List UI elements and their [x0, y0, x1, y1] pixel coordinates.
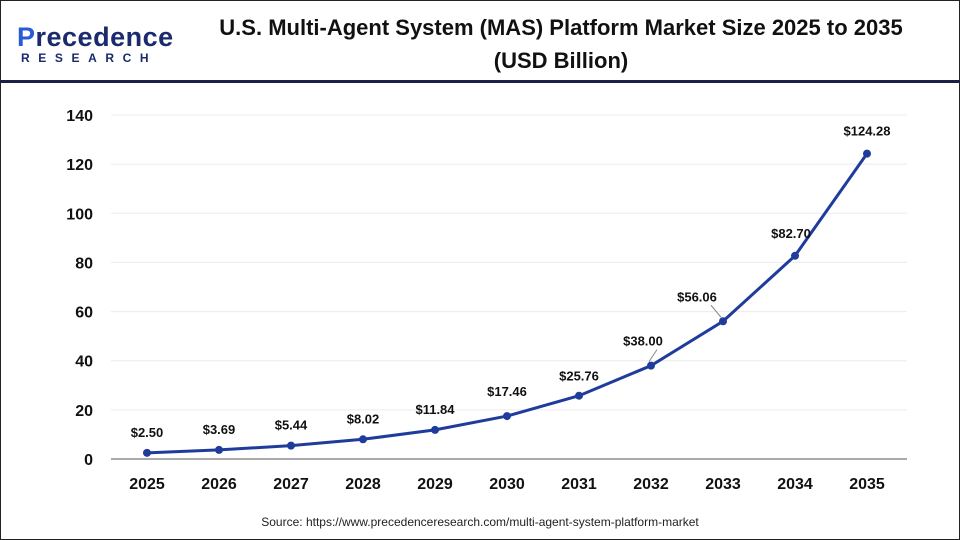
y-tick-label: 120	[66, 157, 93, 174]
data-label: $124.28	[844, 124, 891, 139]
header-divider	[1, 80, 959, 83]
x-tick-label: 2031	[561, 476, 597, 493]
leader-line	[710, 304, 722, 318]
source-note: Source: https://www.precedenceresearch.c…	[261, 515, 699, 529]
y-tick-label: 60	[75, 305, 93, 322]
y-tick-label: 100	[66, 206, 93, 223]
data-label: $25.76	[559, 369, 599, 384]
x-tick-label: 2033	[705, 476, 741, 493]
data-point	[503, 412, 511, 421]
x-tick-label: 2025	[129, 476, 165, 493]
data-point	[647, 361, 655, 370]
y-tick-label: 20	[75, 403, 93, 420]
data-label: $8.02	[347, 411, 380, 426]
data-point	[215, 445, 223, 454]
y-tick-label: 140	[66, 108, 93, 125]
data-label: $38.00	[623, 334, 663, 349]
x-tick-label: 2028	[345, 476, 381, 493]
x-tick-label: 2026	[201, 476, 237, 493]
data-point	[143, 448, 151, 457]
x-tick-label: 2034	[777, 476, 813, 493]
data-point	[287, 441, 295, 450]
y-tick-label: 0	[84, 452, 93, 469]
chart-title: U.S. Multi-Agent System (MAS) Platform M…	[219, 15, 903, 73]
series-line	[146, 152, 869, 455]
data-point	[359, 435, 367, 444]
data-label: $11.84	[415, 402, 455, 417]
y-tick-label: 80	[75, 255, 93, 272]
data-point	[431, 425, 439, 434]
y-tick-label: 40	[75, 354, 93, 371]
line-chart: 0 20 40 60 80 100 120 140 2025 2026 2027 2028 2029 20…	[66, 108, 907, 493]
x-tick-label: 2032	[633, 476, 669, 493]
x-tick-label: 2027	[273, 476, 309, 493]
x-tick-label: 2035	[849, 476, 885, 493]
data-label: $17.46	[487, 384, 527, 399]
data-label: $3.69	[203, 422, 236, 437]
data-point	[719, 317, 727, 326]
data-label: $5.44	[275, 418, 308, 433]
data-label: $2.50	[131, 425, 164, 440]
x-tick-label: 2029	[417, 476, 453, 493]
data-point	[575, 391, 583, 400]
data-point	[863, 149, 871, 158]
leader-line	[648, 349, 658, 362]
x-tick-label: 2030	[489, 476, 525, 493]
data-label: $56.06	[677, 289, 717, 304]
logo: Precedence RESEARCH	[17, 22, 174, 65]
data-label: $82.70	[771, 226, 811, 241]
data-point	[791, 251, 799, 260]
